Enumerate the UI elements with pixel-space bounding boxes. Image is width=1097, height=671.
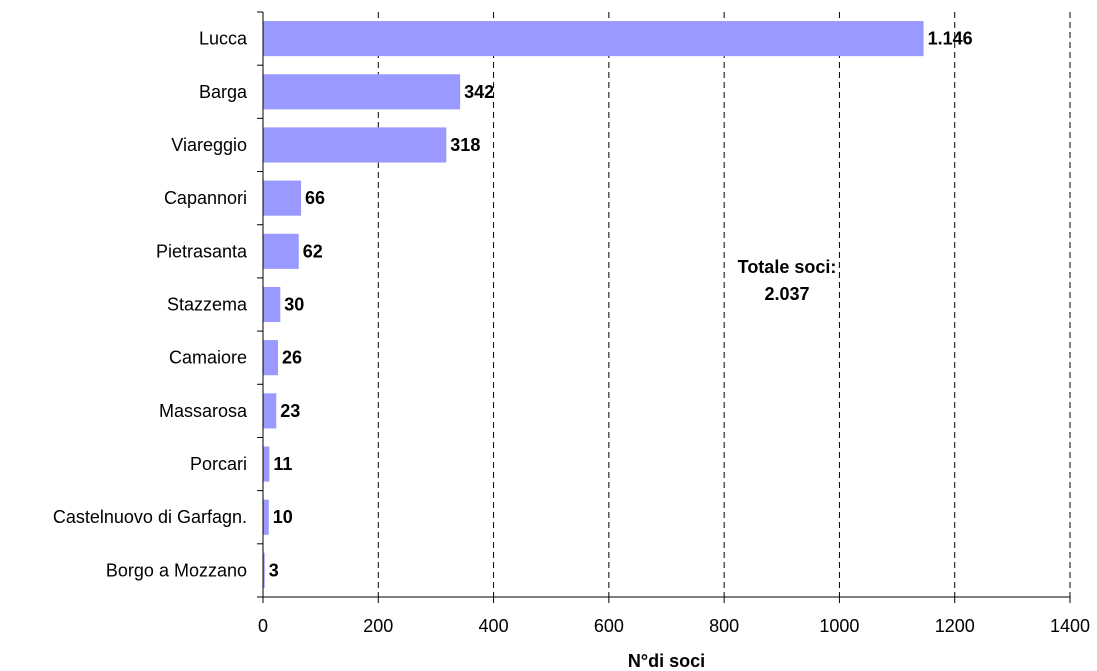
bar: [263, 127, 447, 163]
category-label: Viareggio: [171, 135, 247, 155]
category-label: Stazzema: [167, 295, 248, 315]
x-tick-label: 200: [363, 616, 393, 636]
bar: [263, 552, 265, 588]
labels: Lucca 1.146 Barga 342 Viareggio 318 Capannori 6…: [53, 29, 1090, 636]
x-tick-label: 1200: [935, 616, 975, 636]
total-members-annotation-label: Totale soci:: [738, 257, 837, 277]
category-label: Barga: [199, 82, 248, 102]
bar: [263, 74, 461, 110]
bar: [263, 340, 278, 376]
x-tick-label: 1400: [1050, 616, 1090, 636]
data-label: 62: [303, 241, 323, 261]
data-label: 10: [273, 507, 293, 527]
category-label: Borgo a Mozzano: [106, 560, 247, 580]
data-label: 11: [273, 454, 292, 474]
category-label: Porcari: [190, 454, 247, 474]
bar: [263, 21, 924, 57]
data-label: 23: [280, 401, 300, 421]
x-axis-title: N°di soci: [628, 651, 705, 671]
bars: [263, 21, 924, 588]
gridlines: [377, 12, 1071, 597]
total-members-annotation-value: 2.037: [764, 284, 809, 304]
x-tick-label: 0: [258, 616, 268, 636]
x-tick-label: 1000: [819, 616, 859, 636]
bar: [263, 499, 269, 535]
data-label: 66: [305, 188, 325, 208]
data-label: 318: [450, 135, 480, 155]
category-label: Capannori: [164, 188, 247, 208]
data-label: 30: [284, 295, 304, 315]
data-label: 342: [464, 82, 494, 102]
data-label: 3: [269, 560, 279, 580]
category-label: Camaiore: [169, 348, 247, 368]
bar: [263, 446, 270, 482]
bar: [263, 393, 277, 429]
category-label: Castelnuovo di Garfagn.: [53, 507, 247, 527]
bar: [263, 180, 302, 216]
axes: [257, 11, 1071, 603]
x-tick-label: 800: [709, 616, 739, 636]
bar: [263, 233, 299, 269]
data-label: 1.146: [928, 29, 973, 49]
data-label: 26: [282, 348, 302, 368]
x-tick-label: 600: [594, 616, 624, 636]
category-label: Pietrasanta: [156, 241, 248, 261]
category-label: Lucca: [199, 29, 248, 49]
category-label: Massarosa: [159, 401, 248, 421]
x-tick-label: 400: [479, 616, 509, 636]
bar: [263, 286, 281, 323]
